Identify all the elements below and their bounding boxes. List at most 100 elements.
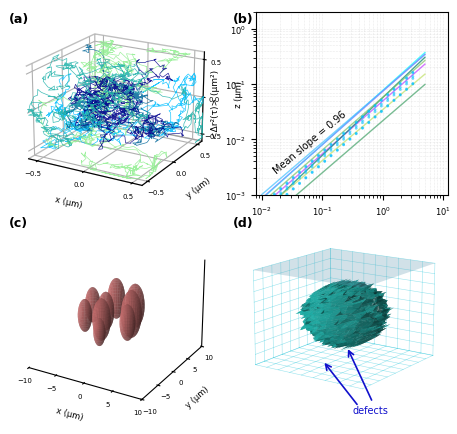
Point bbox=[384, 92, 391, 99]
Point bbox=[321, 158, 329, 165]
Point bbox=[403, 75, 410, 82]
Point bbox=[290, 174, 297, 181]
Point bbox=[378, 103, 385, 110]
Point bbox=[372, 107, 379, 114]
Point bbox=[290, 175, 297, 182]
Point bbox=[359, 125, 366, 132]
Point bbox=[372, 109, 379, 116]
Point bbox=[265, 197, 272, 204]
Point bbox=[346, 125, 354, 132]
Point bbox=[390, 86, 398, 93]
X-axis label: x (μm): x (μm) bbox=[55, 406, 84, 422]
Point bbox=[390, 90, 398, 97]
Point bbox=[258, 208, 266, 215]
Point bbox=[296, 181, 303, 187]
Point bbox=[378, 97, 385, 104]
Y-axis label: <Δr²(τ)> (μm²): <Δr²(τ)> (μm²) bbox=[211, 70, 220, 138]
Point bbox=[352, 125, 360, 132]
Point bbox=[290, 181, 297, 187]
Point bbox=[271, 203, 278, 210]
Point bbox=[334, 147, 341, 154]
Point bbox=[283, 192, 291, 199]
Point bbox=[352, 124, 360, 131]
Point bbox=[327, 148, 335, 155]
Point bbox=[346, 136, 354, 143]
Point bbox=[340, 130, 347, 137]
Y-axis label: y (μm): y (μm) bbox=[184, 176, 212, 199]
Point bbox=[334, 136, 341, 143]
Point bbox=[359, 118, 366, 125]
Point bbox=[378, 102, 385, 108]
Point bbox=[352, 120, 360, 127]
Point bbox=[308, 158, 316, 165]
Point bbox=[315, 164, 322, 171]
Point bbox=[390, 98, 398, 105]
Point bbox=[334, 142, 341, 149]
Point bbox=[265, 208, 272, 215]
Point bbox=[265, 197, 272, 204]
Point bbox=[315, 152, 322, 159]
Point bbox=[302, 175, 309, 182]
Point bbox=[258, 202, 266, 209]
Point bbox=[258, 206, 266, 213]
Point bbox=[390, 97, 398, 104]
Text: defects: defects bbox=[353, 404, 388, 414]
Point bbox=[315, 164, 322, 171]
Point bbox=[403, 86, 410, 93]
Point bbox=[359, 114, 366, 121]
Point bbox=[308, 159, 316, 166]
Point bbox=[302, 175, 309, 182]
Point bbox=[321, 151, 329, 158]
Point bbox=[365, 109, 372, 116]
Point bbox=[315, 153, 322, 160]
Point bbox=[409, 74, 416, 81]
Point bbox=[384, 92, 391, 99]
Point bbox=[359, 120, 366, 127]
Point bbox=[258, 203, 266, 210]
Point bbox=[365, 115, 372, 122]
Text: Mean slope = 0.96: Mean slope = 0.96 bbox=[271, 109, 348, 175]
Point bbox=[271, 202, 278, 209]
Point bbox=[277, 197, 284, 204]
Point bbox=[372, 104, 379, 111]
Point bbox=[352, 131, 360, 138]
Point bbox=[327, 153, 335, 160]
Point bbox=[365, 108, 372, 115]
Point bbox=[397, 82, 404, 89]
X-axis label: x (μm): x (μm) bbox=[54, 194, 83, 210]
Point bbox=[265, 201, 272, 208]
X-axis label: τ (s): τ (s) bbox=[341, 223, 363, 233]
Point bbox=[409, 81, 416, 88]
Point bbox=[315, 157, 322, 164]
Point bbox=[327, 142, 335, 149]
Point bbox=[409, 81, 416, 88]
Point bbox=[340, 135, 347, 141]
Point bbox=[277, 190, 284, 197]
Text: (a): (a) bbox=[9, 13, 29, 26]
Point bbox=[283, 180, 291, 187]
Point bbox=[271, 195, 278, 202]
Point bbox=[290, 186, 297, 193]
Point bbox=[372, 114, 379, 121]
Point bbox=[321, 148, 329, 155]
Point bbox=[378, 108, 385, 115]
Point bbox=[283, 186, 291, 193]
Point bbox=[340, 131, 347, 138]
Point bbox=[334, 148, 341, 155]
Point bbox=[378, 109, 385, 116]
Point bbox=[409, 70, 416, 77]
Point bbox=[271, 192, 278, 199]
Point bbox=[302, 163, 309, 170]
Point bbox=[296, 170, 303, 177]
Point bbox=[308, 164, 316, 171]
Point bbox=[308, 169, 316, 176]
Point bbox=[346, 137, 354, 144]
Point bbox=[403, 79, 410, 86]
Point bbox=[378, 98, 385, 105]
Point bbox=[384, 103, 391, 110]
Point bbox=[258, 214, 266, 220]
Point bbox=[346, 129, 354, 136]
Point bbox=[290, 186, 297, 193]
Point bbox=[296, 180, 303, 187]
Point bbox=[296, 173, 303, 180]
